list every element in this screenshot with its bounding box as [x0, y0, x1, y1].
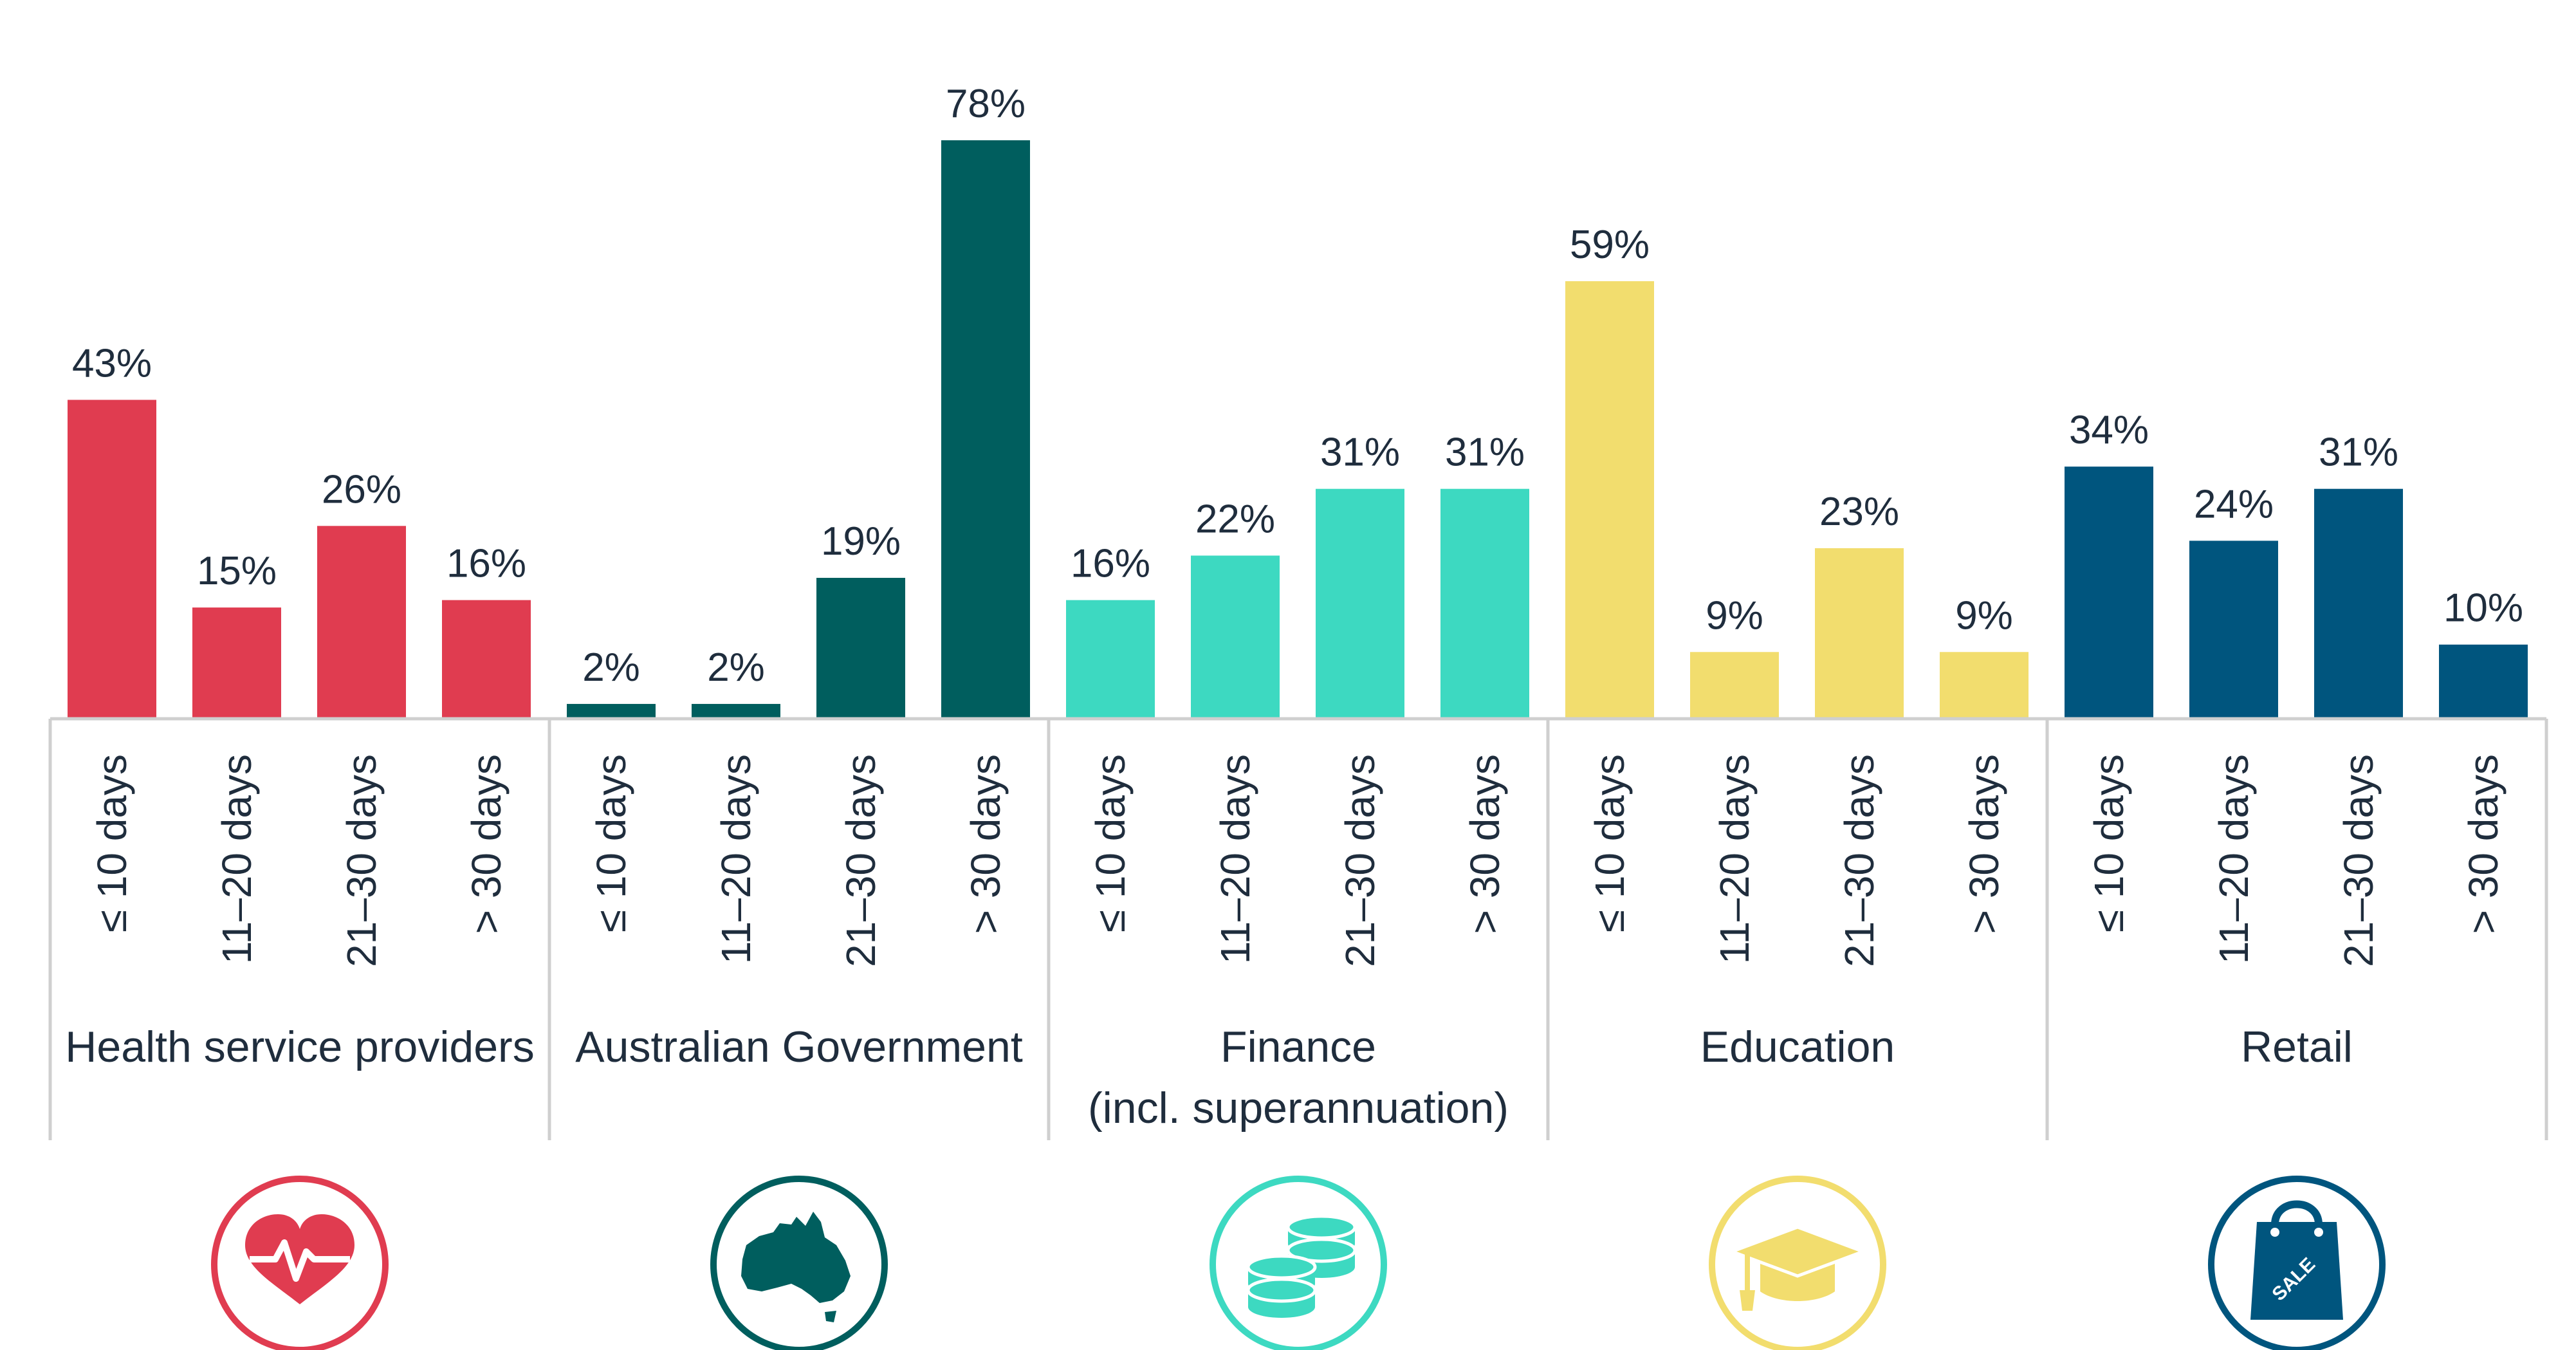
coin-front-2-bottom [1248, 1296, 1315, 1318]
bar-g2-c2 [1316, 488, 1404, 719]
category-label-g2-c2: 21–30 days [1337, 754, 1383, 967]
bar-g2-c0 [1066, 600, 1155, 719]
value-label-g4-c3: 10% [2443, 586, 2523, 631]
coin-front-2-top [1246, 1277, 1317, 1303]
bar-g3-c2 [1815, 548, 1904, 719]
category-label-g2-c1: 11–20 days [1212, 754, 1258, 964]
category-label-g4-c3: > 30 days [2460, 754, 2507, 934]
bar-g3-c0 [1565, 281, 1654, 719]
category-label-g0-c0: ≤ 10 days [89, 754, 135, 932]
value-label-g0-c3: 16% [446, 542, 526, 586]
value-label-g0-c2: 26% [322, 467, 401, 512]
heart-shape [245, 1214, 354, 1304]
value-label-g1-c3: 78% [946, 82, 1026, 126]
australia-mainland [741, 1212, 851, 1303]
graduation-cap-icon [1709, 1176, 1886, 1350]
pulse-line [250, 1239, 350, 1282]
category-label-g0-c3: > 30 days [463, 754, 510, 934]
value-label-g3-c1: 9% [1706, 593, 1763, 638]
category-label-g1-c1: 11–20 days [713, 754, 759, 964]
category-label-g3-c1: 11–20 days [1711, 754, 1758, 964]
category-label-g4-c0: ≤ 10 days [2086, 754, 2132, 932]
tasmania [825, 1311, 836, 1322]
bar-g0-c0 [68, 400, 156, 719]
category-label-g3-c2: 21–30 days [1836, 754, 1882, 967]
bar-g1-c3 [941, 140, 1030, 719]
coin-back-2-top [1286, 1237, 1357, 1263]
category-label-g2-c3: > 30 days [1462, 754, 1508, 934]
category-label-g3-c3: > 30 days [1961, 754, 2007, 934]
category-label-g0-c2: 21–30 days [338, 754, 385, 967]
category-label-g1-c3: > 30 days [962, 754, 1009, 934]
value-label-g2-c0: 16% [1071, 542, 1150, 586]
group-labels-layer: Health service providers Australian Gover… [65, 1022, 2353, 1133]
coin-front-1-top [1246, 1254, 1317, 1280]
cap-base [1760, 1262, 1835, 1301]
group-label-0: Health service providers [65, 1022, 534, 1071]
category-label-g1-c2: 21–30 days [838, 754, 884, 967]
value-label-g0-c0: 43% [72, 341, 152, 385]
bars-layer [68, 140, 2528, 719]
bar-g2-c3 [1440, 488, 1529, 719]
bar-g3-c1 [1690, 652, 1779, 719]
group-icons-layer: SALE [211, 1176, 2386, 1350]
bar-g1-c0 [567, 703, 656, 719]
value-label-g0-c1: 15% [197, 549, 277, 593]
value-label-g2-c2: 31% [1320, 430, 1400, 475]
bar-g4-c1 [2189, 541, 2278, 719]
heart-pulse-icon [211, 1176, 389, 1350]
cap-board [1727, 1225, 1868, 1278]
bar-g1-c1 [692, 703, 780, 719]
category-label-g3-c0: ≤ 10 days [1587, 754, 1633, 932]
value-label-g1-c2: 19% [821, 519, 901, 564]
axis-layer [48, 717, 2548, 1140]
bar-g1-c2 [816, 578, 905, 719]
group-label-2-line2: (incl. superannuation) [1088, 1084, 1509, 1133]
australia-map-icon [710, 1176, 888, 1350]
value-label-g3-c0: 59% [1570, 223, 1650, 267]
coin-back-1-top [1286, 1214, 1357, 1240]
bar-g4-c3 [2439, 644, 2528, 719]
value-label-g4-c0: 34% [2069, 408, 2149, 452]
bag-handle [2271, 1200, 2323, 1225]
value-label-g1-c1: 2% [707, 645, 765, 690]
value-label-g4-c2: 31% [2319, 430, 2398, 475]
bar-g4-c0 [2065, 467, 2153, 719]
category-labels-layer: ≤ 10 days 11–20 days 21–30 days > 30 days ≤ … [89, 754, 2507, 967]
bag-body [2250, 1222, 2343, 1320]
group-label-2: Finance [1220, 1022, 1376, 1071]
shopping-bag-icon: SALE [2208, 1176, 2386, 1350]
bar-g0-c2 [317, 526, 406, 719]
category-label-g4-c1: 11–20 days [2211, 754, 2257, 964]
bar-g2-c1 [1191, 555, 1280, 719]
category-label-g4-c2: 21–30 days [2335, 754, 2382, 967]
value-labels-layer: 43% 15% 26% 16% 2% 2% 19% 78% 16% 22% 31% 31% 59% 9% 2… [72, 82, 2523, 690]
bag-hole-right [2314, 1228, 2323, 1237]
coins-icon [1210, 1176, 1387, 1350]
value-label-g2-c3: 31% [1445, 430, 1525, 475]
bar-g4-c2 [2314, 488, 2403, 719]
value-label-g2-c1: 22% [1195, 497, 1275, 541]
group-label-1: Australian Government [575, 1022, 1023, 1071]
value-label-g4-c1: 24% [2194, 482, 2274, 526]
category-label-g0-c1: 11–20 days [214, 754, 260, 964]
group-label-4: Retail [2241, 1022, 2353, 1071]
value-label-g3-c2: 23% [1819, 490, 1899, 534]
bar-g0-c3 [442, 600, 531, 719]
value-label-g3-c3: 9% [1955, 593, 2013, 638]
category-label-g2-c0: ≤ 10 days [1087, 754, 1134, 932]
bag-hole-left [2270, 1228, 2279, 1237]
tassel [1740, 1290, 1755, 1311]
group-label-3: Education [1700, 1022, 1895, 1071]
bar-g3-c3 [1940, 652, 2029, 719]
value-label-g1-c0: 2% [582, 645, 640, 690]
bar-g0-c1 [192, 607, 281, 719]
category-label-g1-c0: ≤ 10 days [588, 754, 634, 932]
